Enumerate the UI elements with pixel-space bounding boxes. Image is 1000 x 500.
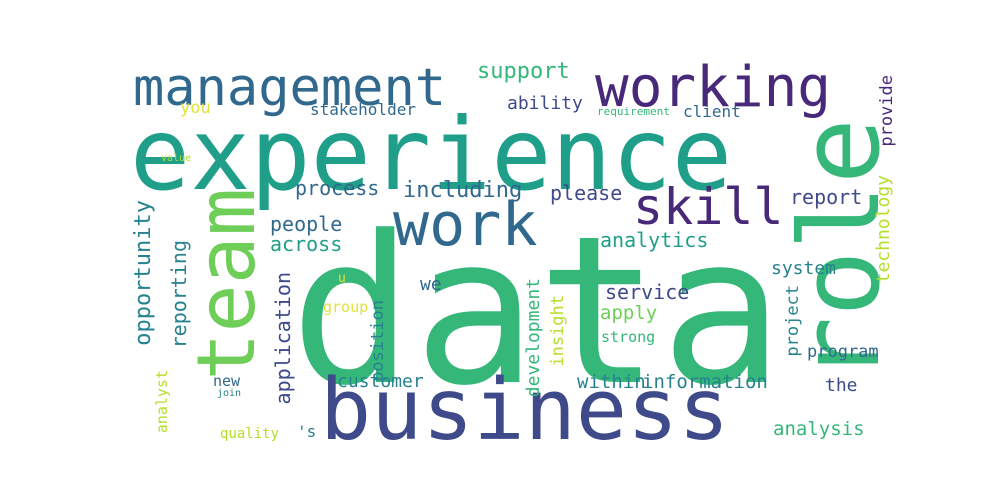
word-support: support [477, 59, 570, 84]
word-strong: strong [601, 328, 656, 346]
word-team: team [180, 188, 273, 381]
word-experience: experience [130, 96, 733, 213]
word-opportunity: opportunity [131, 200, 156, 346]
word-cloud: data experience business role team manag… [125, 50, 900, 450]
word-analyst: analyst [153, 370, 171, 434]
word-we: we [420, 274, 442, 295]
word-people: people [270, 212, 343, 236]
word-u: u [338, 271, 346, 286]
word-ability: ability [507, 93, 583, 114]
word-client: client [683, 102, 741, 121]
word-data: data [290, 193, 784, 431]
word-service: service [605, 280, 690, 304]
word-position: position [368, 300, 388, 382]
word-technology: technology [873, 175, 894, 284]
word-system: system [771, 258, 837, 279]
word-please: please [550, 181, 623, 205]
word-stakeholder: stakeholder [310, 100, 416, 119]
word-report: report [790, 185, 863, 209]
word-s: 's [297, 422, 317, 441]
word-project: project [783, 285, 803, 357]
word-apply: apply [600, 302, 658, 324]
word-management: management [133, 58, 447, 118]
word-information: information [642, 371, 768, 393]
word-provide: provide [877, 75, 897, 147]
word-analytics: analytics [600, 228, 709, 252]
word-insight: insight [548, 295, 568, 367]
word-requirement: requirement [597, 105, 670, 118]
word-customer: customer [337, 371, 424, 392]
word-quality: quality [220, 426, 280, 442]
word-working: working [595, 55, 832, 120]
word-including: including [403, 178, 523, 203]
word-you: you [180, 98, 211, 118]
word-work: work [393, 190, 538, 260]
word-development: development [523, 278, 544, 398]
word-application: application [271, 272, 295, 405]
word-join: join [217, 388, 242, 399]
word-reporting: reporting [167, 240, 191, 349]
word-skill: skill [633, 178, 784, 236]
word-value: value [161, 153, 192, 164]
word-new: new [213, 372, 241, 390]
word-business: business [320, 361, 730, 450]
word-process: process [295, 176, 380, 200]
word-the: the [825, 375, 858, 396]
word-group: group [323, 298, 369, 316]
word-across: across [270, 232, 343, 256]
word-analysis: analysis [773, 418, 865, 440]
word-within: within [577, 371, 646, 393]
word-program: program [807, 342, 879, 362]
